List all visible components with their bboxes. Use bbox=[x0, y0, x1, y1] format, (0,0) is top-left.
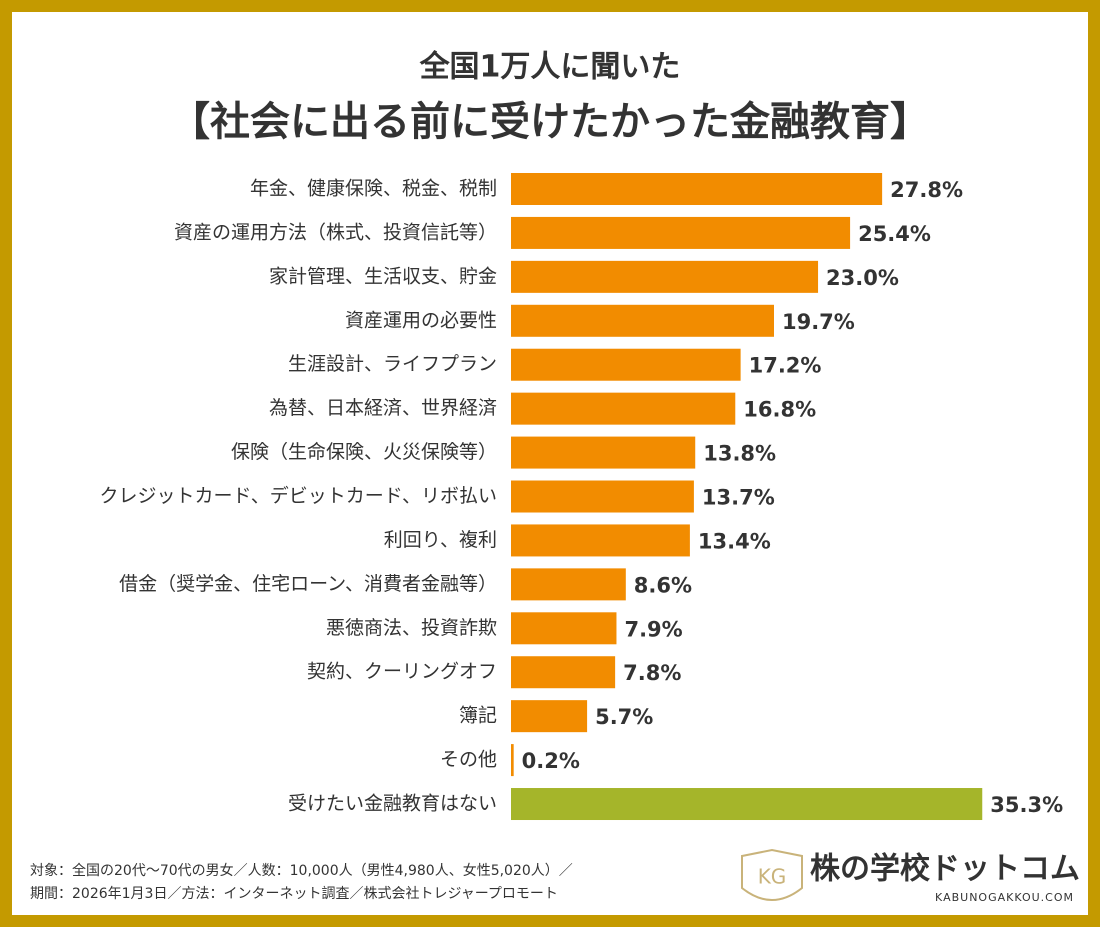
category-label: 家計管理、生活収支、貯金 bbox=[269, 265, 497, 287]
value-label: 13.4% bbox=[698, 529, 771, 553]
value-label: 13.7% bbox=[702, 486, 775, 510]
bar bbox=[511, 216, 851, 249]
bar bbox=[511, 173, 883, 205]
bar bbox=[511, 700, 588, 733]
value-label: 23.0% bbox=[826, 266, 899, 290]
bar bbox=[511, 436, 696, 469]
value-label: 7.9% bbox=[624, 617, 682, 641]
value-label: 5.7% bbox=[595, 705, 653, 729]
logo-emblem: KG bbox=[758, 865, 787, 889]
bar bbox=[511, 744, 514, 777]
bar bbox=[511, 260, 819, 293]
bar bbox=[511, 568, 626, 601]
value-label: 25.4% bbox=[858, 222, 931, 246]
category-label: 年金、健康保険、税金、税制 bbox=[250, 178, 497, 200]
value-label: 35.3% bbox=[990, 793, 1063, 817]
category-label: 簿記 bbox=[459, 705, 497, 727]
chart-title: 【社会に出る前に受けたかった金融教育】 bbox=[170, 99, 930, 145]
logo-url: KABUNOGAKKOU.COM bbox=[935, 891, 1074, 904]
category-label: 為替、日本経済、世界経済 bbox=[269, 397, 497, 419]
logo: KG 株の学校ドットコム KABUNOGAKKOU.COM bbox=[741, 848, 1080, 904]
logo-emblem-shape bbox=[741, 848, 803, 901]
bar bbox=[511, 304, 774, 337]
category-label: 悪徳商法、投資詐欺 bbox=[326, 617, 497, 639]
value-label: 16.8% bbox=[743, 398, 816, 422]
category-label: 生涯設計、ライフプラン bbox=[288, 353, 497, 375]
bar bbox=[511, 612, 617, 645]
category-label: 借金（奨学金、住宅ローン、消費者金融等） bbox=[119, 573, 497, 595]
category-label: 受けたい金融教育はない bbox=[288, 793, 497, 815]
value-label: 17.2% bbox=[749, 354, 822, 378]
category-label: 利回り、複利 bbox=[384, 529, 497, 551]
bar bbox=[511, 656, 616, 689]
bar bbox=[511, 480, 694, 513]
chart-subtitle: 全国1万人に聞いた bbox=[419, 50, 681, 85]
value-label: 7.8% bbox=[623, 661, 681, 685]
bar bbox=[511, 348, 741, 381]
footer-note: 期間：2026年1月3日／方法：インターネット調査／株式会社トレジャープロモート bbox=[30, 886, 558, 902]
value-label: 0.2% bbox=[522, 749, 580, 773]
category-label: 資産運用の必要性 bbox=[345, 309, 497, 331]
value-label: 13.8% bbox=[703, 442, 776, 466]
value-label: 19.7% bbox=[782, 310, 855, 334]
bar bbox=[511, 524, 690, 557]
category-label: その他 bbox=[440, 749, 497, 771]
category-label: 契約、クーリングオフ bbox=[307, 661, 497, 683]
footer-note: 対象：全国の20代〜70代の男女／人数：10,000人（男性4,980人、女性5… bbox=[30, 862, 573, 879]
bar bbox=[511, 788, 983, 821]
category-label: 資産の運用方法（株式、投資信託等） bbox=[174, 221, 497, 243]
category-label: 保険（生命保険、火災保険等） bbox=[231, 441, 497, 463]
category-label: クレジットカード、デビットカード、リボ払い bbox=[100, 485, 497, 507]
logo-name: 株の学校ドットコム bbox=[810, 852, 1080, 887]
bar bbox=[511, 392, 736, 425]
value-label: 8.6% bbox=[634, 573, 692, 597]
value-label: 27.8% bbox=[890, 178, 963, 202]
